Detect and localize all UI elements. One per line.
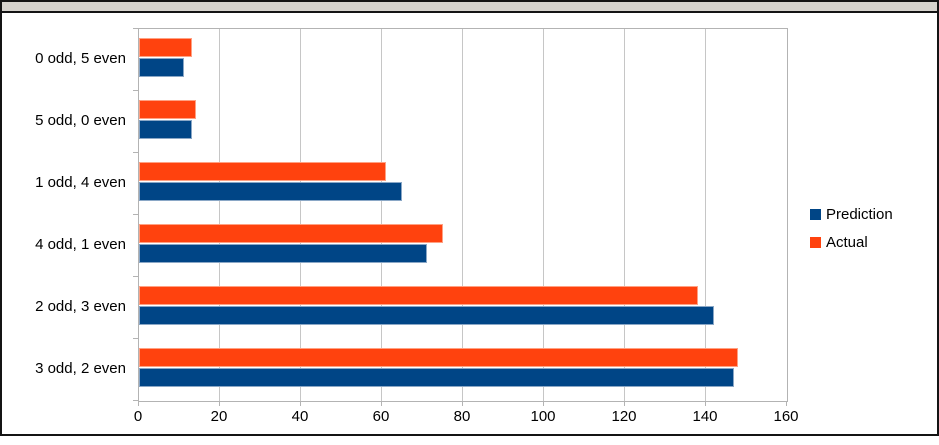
gridline-x-140 — [705, 29, 706, 401]
gridline-x-20 — [219, 29, 220, 401]
gridline-x-100 — [543, 29, 544, 401]
bar-actual-5 — [139, 286, 698, 305]
legend-swatch-prediction — [810, 208, 821, 220]
window-top-strip — [2, 2, 937, 13]
x-axis-label-100: 100 — [530, 408, 556, 425]
bar-actual-1 — [139, 38, 192, 57]
bar-prediction-3 — [139, 182, 403, 201]
category-label: 5 odd, 0 even — [35, 112, 126, 129]
gridline-x-120 — [624, 29, 625, 401]
gridline-x-80 — [462, 29, 463, 401]
y-axis-tick-0 — [133, 28, 138, 29]
x-axis-tick-60 — [381, 401, 382, 406]
y-axis-tick-3 — [133, 214, 138, 215]
x-axis-label-160: 160 — [773, 408, 799, 425]
legend: Prediction Actual — [810, 200, 893, 256]
legend-item-actual: Actual — [810, 228, 893, 256]
x-axis-tick-120 — [624, 401, 625, 406]
x-axis-tick-0 — [138, 401, 139, 406]
x-axis-label-80: 80 — [453, 408, 471, 425]
bar-prediction-2 — [139, 120, 192, 139]
bar-prediction-5 — [139, 306, 715, 325]
x-axis-tick-160 — [786, 401, 787, 406]
category-label: 0 odd, 5 even — [35, 50, 126, 67]
bar-actual-6 — [139, 348, 739, 367]
x-axis-label-120: 120 — [611, 408, 637, 425]
y-axis-tick-5 — [133, 338, 138, 339]
y-axis-tick-1 — [133, 90, 138, 91]
chart-canvas: 0 20 40 60 80 100 120 140 160 0 odd, 5 even 5 odd,… — [35, 28, 893, 425]
x-axis-label-60: 60 — [372, 408, 390, 425]
bar-prediction-1 — [139, 58, 184, 77]
bar-actual-2 — [139, 100, 196, 119]
x-axis-label-20: 20 — [210, 408, 228, 425]
category-label: 1 odd, 4 even — [35, 174, 126, 191]
category-label: 3 odd, 2 even — [35, 360, 126, 377]
y-axis-tick-2 — [133, 152, 138, 153]
bar-actual-3 — [139, 162, 387, 181]
y-axis-tick-6 — [133, 400, 138, 401]
x-axis-tick-40 — [300, 401, 301, 406]
x-axis-tick-100 — [543, 401, 544, 406]
category-label: 2 odd, 3 even — [35, 298, 126, 315]
x-axis-tick-80 — [462, 401, 463, 406]
x-axis-tick-20 — [219, 401, 220, 406]
plot-area — [138, 28, 788, 402]
bar-actual-4 — [139, 224, 443, 243]
category-label: 4 odd, 1 even — [35, 236, 126, 253]
x-axis-label-40: 40 — [291, 408, 309, 425]
gridline-x-60 — [381, 29, 382, 401]
bar-prediction-4 — [139, 244, 427, 263]
gridline-x-40 — [300, 29, 301, 401]
legend-swatch-actual — [810, 236, 821, 248]
x-axis-tick-140 — [705, 401, 706, 406]
legend-item-prediction: Prediction — [810, 200, 893, 228]
x-axis-label-140: 140 — [692, 408, 718, 425]
x-axis-label-0: 0 — [133, 408, 143, 425]
legend-label-prediction: Prediction — [826, 205, 893, 223]
legend-label-actual: Actual — [826, 233, 868, 251]
bar-prediction-6 — [139, 368, 735, 387]
y-axis-tick-4 — [133, 276, 138, 277]
